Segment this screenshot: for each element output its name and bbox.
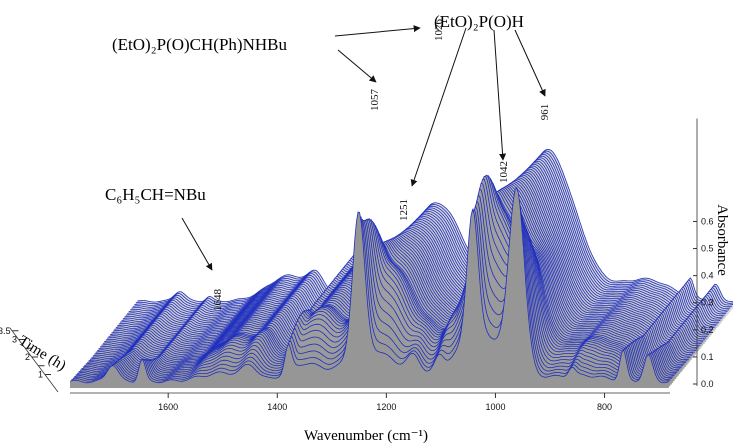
annotation-arrow [514, 29, 546, 97]
x-tick-label: 1200 [376, 402, 396, 412]
axes-group: 1600 1400 1200 1000 800 0.0 0.1 0.2 0.3 0.4 0.5 0.6… [0, 118, 714, 412]
annotations-group: (EtO)₂P(O)CH(Ph)NHBu (EtO)₂P(O)H C₆H₅CH=… [16, 12, 730, 444]
spectrum-line [98, 187, 698, 351]
annotation-arrow [410, 27, 467, 187]
spectrum-line [97, 188, 697, 352]
spectrum-line [121, 167, 721, 322]
annotation-arrow [337, 49, 377, 83]
y-tick-label: 0.5 [701, 244, 714, 254]
spectrum-line [120, 168, 720, 324]
spectrum-line [115, 173, 715, 329]
spectrum-line [107, 181, 707, 340]
spectrum-line [79, 178, 679, 372]
spectrum-line [135, 150, 733, 305]
spectrum-fill [70, 187, 669, 388]
spectra-group [69, 148, 733, 388]
spectrum-line [75, 194, 675, 377]
spectrum-line [137, 148, 733, 303]
y-tick-label: 0.0 [701, 379, 714, 389]
z-tick-label: 3.5 [0, 326, 11, 336]
spectrum-line [130, 157, 730, 312]
spectrum-line [132, 153, 732, 308]
spectrum-line [74, 200, 674, 379]
compound-label-c: C₆H₅CH=NBu [105, 185, 206, 204]
spectrum-line [92, 191, 692, 358]
spectrum-line [69, 186, 670, 384]
annotation-arrow [181, 217, 213, 271]
spectrum-line [91, 192, 691, 359]
spectrum-line [99, 186, 699, 349]
compound-label-b: (EtO)₂P(O)H [434, 12, 524, 31]
spectrum-line [72, 205, 672, 381]
y-tick-label: 0.2 [701, 325, 714, 335]
spectrum-line [111, 177, 711, 335]
spectrum-line [105, 182, 705, 342]
x-tick-label: 1000 [485, 402, 505, 412]
spectrum-line [131, 155, 731, 310]
peak-label-1648: 1648 [212, 289, 224, 312]
spectrum-line [112, 175, 712, 333]
spectrum-line [125, 162, 725, 317]
spectrum-line [85, 177, 685, 366]
x-tick-label: 1400 [267, 402, 287, 412]
z-axis-title: Time (h) [16, 333, 69, 374]
spectrum-line [108, 179, 708, 338]
spectrum-line [122, 165, 722, 321]
y-tick-label: 0.3 [701, 298, 714, 308]
spectrum-line [84, 175, 684, 368]
x-axis-title: Wavenumber (cm⁻¹) [304, 428, 428, 444]
spectrum-line [128, 158, 728, 314]
peak-label-961: 961 [539, 104, 551, 121]
z-axis-line [9, 327, 59, 393]
z-tick-label: 1 [38, 370, 43, 380]
x-tick-label: 1600 [158, 402, 178, 412]
compound-label-a: (EtO)₂P(O)CH(Ph)NHBu [112, 35, 287, 54]
annotation-arrow [493, 29, 507, 161]
y-tick-label: 0.4 [701, 271, 714, 281]
spectrum-line [81, 175, 681, 371]
spectrum-line [101, 185, 701, 347]
spectrum-line [114, 174, 714, 331]
y-tick-label: 0.6 [701, 216, 714, 226]
spectrum-line [124, 163, 724, 319]
spectrum-line [102, 184, 702, 345]
spectrum-line [78, 182, 678, 374]
z-tick-label: 3 [12, 335, 17, 345]
spectrum-line [109, 178, 709, 336]
spectrum-line [95, 189, 695, 354]
peak-label-1026: 1026 [433, 19, 445, 42]
y-tick-label: 0.1 [701, 352, 714, 362]
spectrum-line [118, 170, 718, 326]
spectrum-line [117, 171, 717, 328]
spectrum-line [94, 190, 694, 356]
spectrum-line [87, 180, 687, 364]
spectrum-line [134, 152, 733, 306]
x-tick-label: 800 [597, 402, 612, 412]
peak-label-1057: 1057 [369, 89, 381, 112]
z-tick-label: 2 [25, 352, 30, 362]
peak-label-1042: 1042 [498, 161, 510, 183]
y-axis-title: Absorbance [714, 204, 730, 276]
spectrum-line [82, 174, 682, 369]
spectrum-line [104, 183, 704, 344]
spectrum-line [77, 188, 677, 376]
spectrum-line [127, 160, 727, 315]
peak-label-1251: 1251 [398, 199, 410, 221]
annotation-arrow [334, 25, 421, 37]
